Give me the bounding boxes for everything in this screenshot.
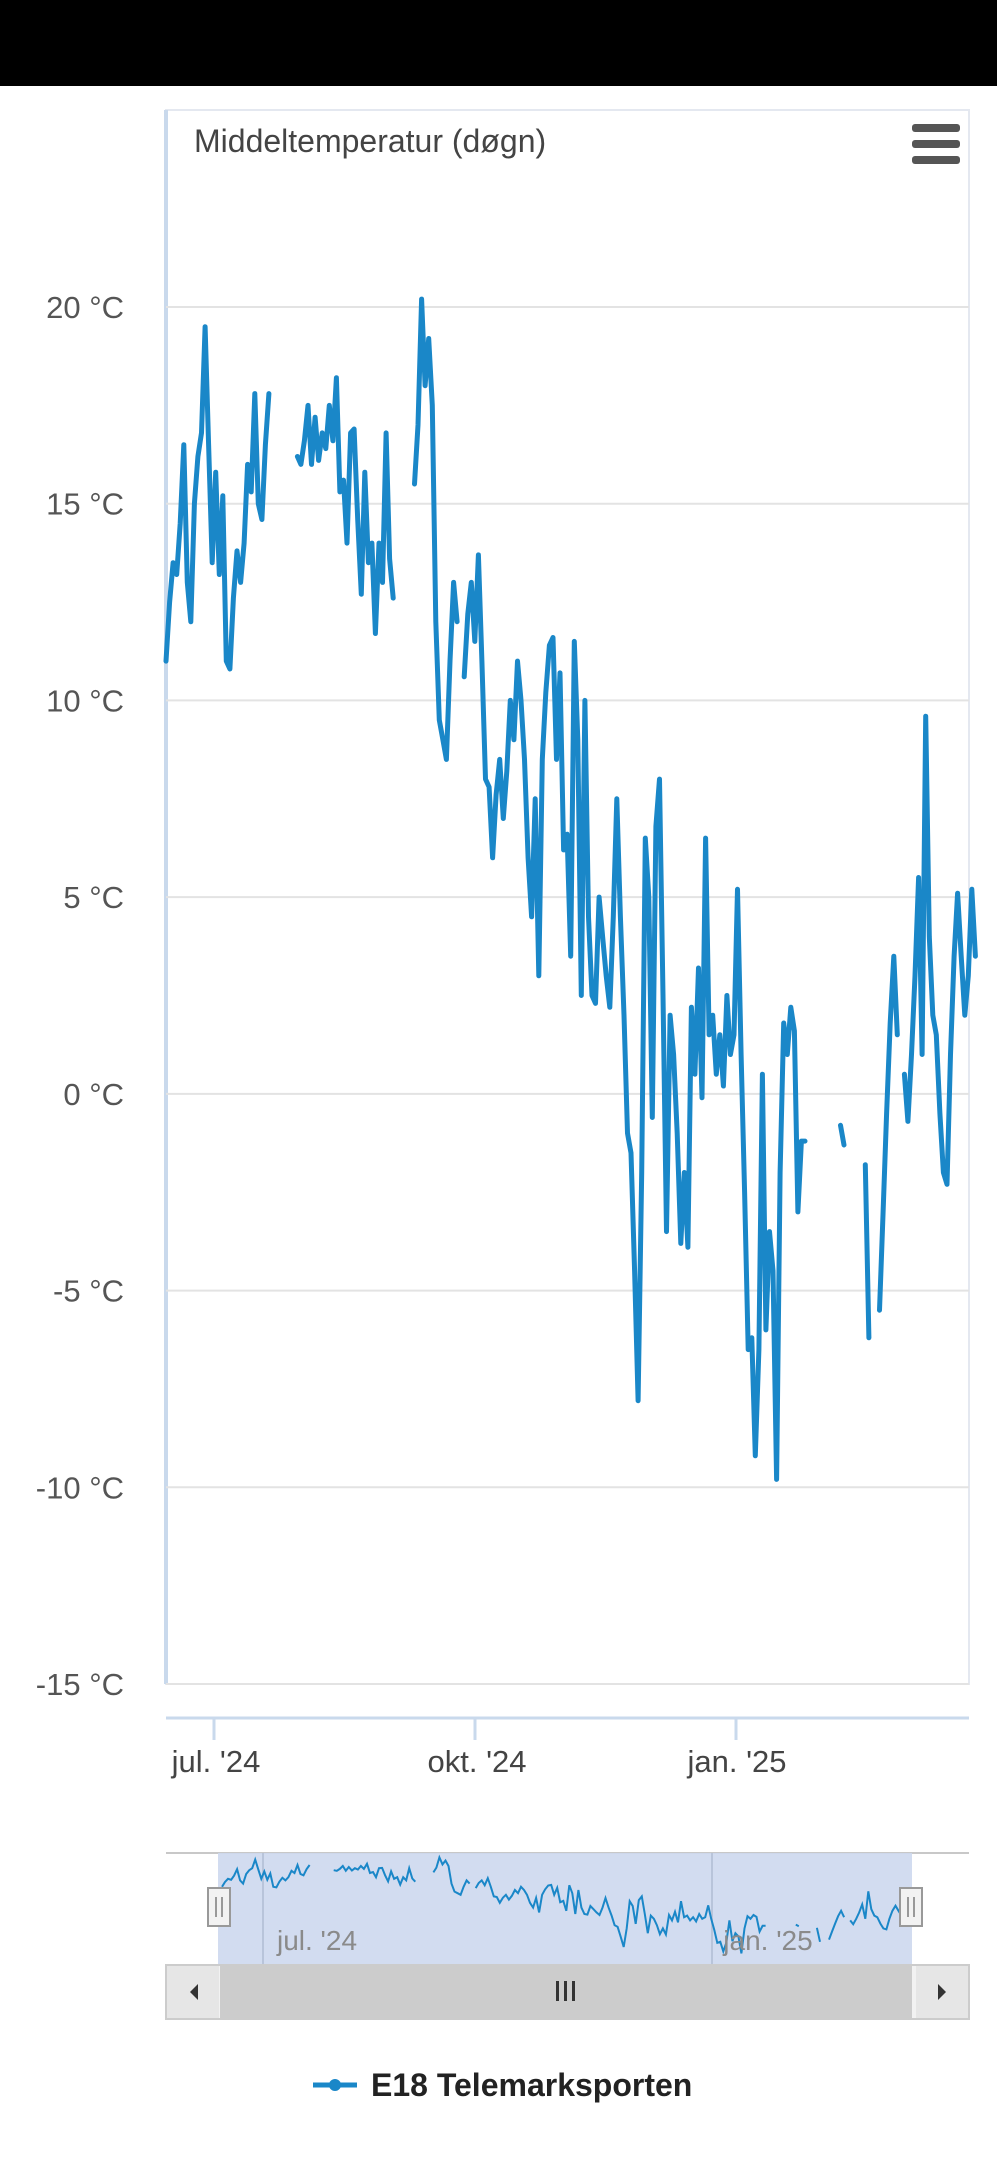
series-line <box>163 324 272 672</box>
navigator-series-line <box>333 1861 417 1888</box>
scrollbar[interactable] <box>165 1964 970 2020</box>
y-tick-label: 10 °C <box>46 683 124 718</box>
scroll-right-button[interactable] <box>916 1966 968 2018</box>
navigator-x-tick-label: jul. '24 <box>276 1925 357 1956</box>
series-line <box>877 953 900 1313</box>
navigator-series-line <box>815 1927 821 1943</box>
legend-marker-icon <box>329 2079 341 2091</box>
y-axis: 20 °C 15 °C 10 °C 5 °C 0 °C -5 °C -10 °C… <box>36 290 124 1702</box>
series-line <box>294 375 396 636</box>
x-tick-label: jul. '24 <box>171 1744 261 1779</box>
x-tick-label: okt. '24 <box>428 1744 527 1779</box>
navigator-left-handle[interactable] <box>207 1887 231 1927</box>
gridlines <box>166 306 969 1685</box>
navigator-right-handle[interactable] <box>899 1887 923 1927</box>
status-bar <box>0 0 997 86</box>
arrow-right-icon <box>938 1984 946 2000</box>
y-tick-label: 20 °C <box>46 290 124 325</box>
navigator-series-line <box>221 1856 311 1889</box>
y-tick-label: 15 °C <box>46 487 124 522</box>
y-tick-label: 5 °C <box>63 880 124 915</box>
navigator-series-line <box>474 1875 766 1955</box>
navigator-series-line <box>432 1854 471 1897</box>
chart: Middeltemperatur (døgn) 20 °C 15 °C 10 °… <box>36 109 978 2103</box>
legend-item[interactable]: E18 Telemarksporten <box>313 2067 692 2103</box>
series-e18-telemarksporten <box>163 296 978 1482</box>
scrollbar-grip-icon[interactable] <box>556 1981 575 2001</box>
y-tick-label: -15 °C <box>36 1667 124 1702</box>
navigator-x-tick-label: jan. '25 <box>722 1925 812 1956</box>
navigator[interactable]: jul. '24 jan. '25 <box>166 1852 969 1965</box>
series-line <box>862 1162 872 1341</box>
series-line <box>412 296 460 762</box>
navigator-series-line <box>795 1923 800 1928</box>
arrow-left-icon <box>190 1984 198 2000</box>
y-tick-label: -5 °C <box>53 1274 124 1309</box>
y-tick-label: 0 °C <box>63 1077 124 1112</box>
scroll-left-button[interactable] <box>167 1966 219 2018</box>
x-tick-label: jan. '25 <box>687 1744 787 1779</box>
y-tick-label: -10 °C <box>36 1470 124 1505</box>
series-line <box>461 552 808 1482</box>
series-line <box>838 1122 847 1148</box>
navigator-series-line <box>828 1908 846 1940</box>
series-line <box>901 713 978 1187</box>
menu-icon[interactable] <box>912 124 960 164</box>
legend-label: E18 Telemarksporten <box>371 2067 692 2103</box>
chart-title: Middeltemperatur (døgn) <box>194 123 546 159</box>
